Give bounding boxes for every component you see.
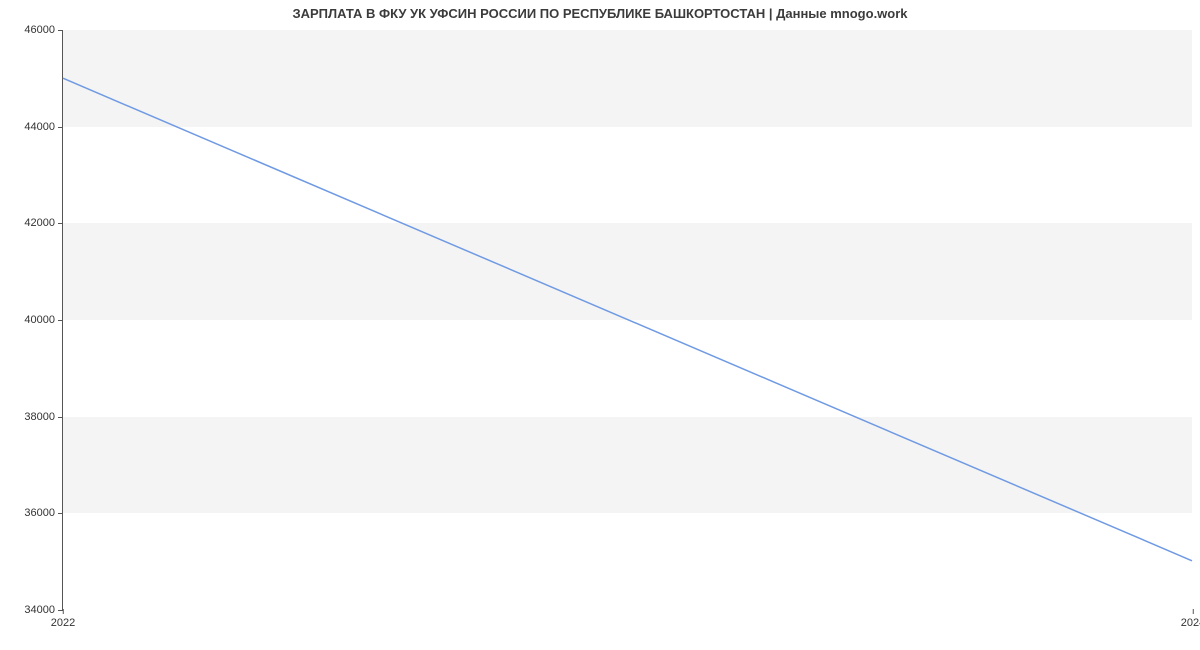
y-tick-label: 36000 <box>24 507 63 519</box>
line-layer <box>63 30 1192 609</box>
plot-area: 3400036000380004000042000440004600020222… <box>62 30 1192 610</box>
x-tick-label: 2022 <box>51 609 75 629</box>
y-tick-label: 42000 <box>24 217 63 229</box>
series-line <box>63 78 1192 561</box>
y-tick-label: 46000 <box>24 24 63 36</box>
y-tick-label: 40000 <box>24 314 63 326</box>
y-tick-label: 44000 <box>24 121 63 133</box>
chart-title: ЗАРПЛАТА В ФКУ УК УФСИН РОССИИ ПО РЕСПУБ… <box>0 6 1200 21</box>
x-tick-label: 2024 <box>1181 609 1200 629</box>
y-tick-label: 38000 <box>24 411 63 423</box>
line-chart: ЗАРПЛАТА В ФКУ УК УФСИН РОССИИ ПО РЕСПУБ… <box>0 0 1200 650</box>
